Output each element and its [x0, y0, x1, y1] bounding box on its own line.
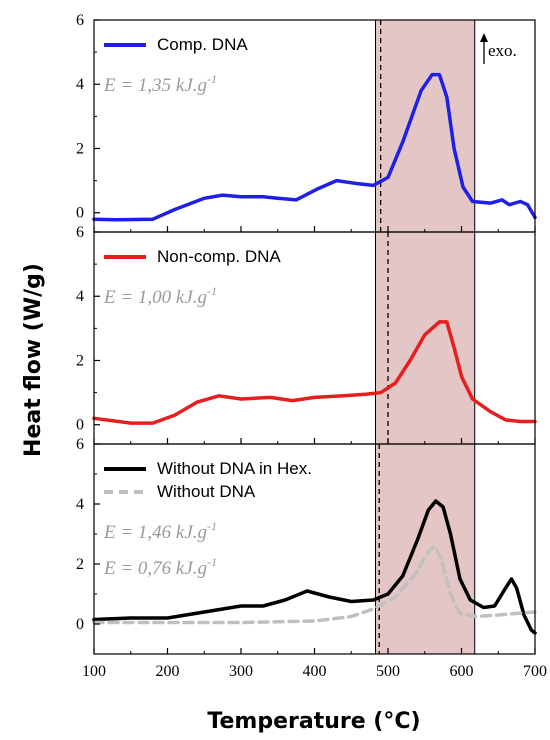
- energy-label: E = 0,76 kJ.g-1: [103, 555, 217, 579]
- energy-value: E = 1,35 kJ.g: [103, 75, 207, 96]
- y-tick-label: 6: [76, 436, 84, 453]
- energy-exponent: -1: [207, 555, 217, 569]
- x-tick-label: 600: [450, 663, 474, 680]
- panel-top: 0 2 4 6 Comp. DNA E = 1,35 kJ.g-1 exo.: [76, 12, 537, 233]
- y-tick-label: 2: [76, 140, 84, 157]
- series-line: [92, 544, 537, 625]
- y-tick-label: 6: [76, 12, 84, 29]
- x-axis-title: Temperature (°C): [207, 709, 420, 734]
- legend-label: Comp. DNA: [157, 35, 248, 54]
- energy-exponent: -1: [207, 519, 217, 533]
- panel-bottom: 0 2 4 6 Without DNA in Hex. Without DNA E = 1,…: [76, 436, 537, 655]
- exo-label: exo.: [488, 41, 517, 60]
- y-tick-label: 4: [76, 496, 84, 513]
- x-tick-label: 300: [229, 663, 253, 680]
- energy-label: E = 1,46 kJ.g-1: [103, 519, 217, 543]
- y-tick-label: 2: [76, 352, 84, 369]
- energy-value: E = 0,76 kJ.g: [103, 558, 207, 579]
- series-line: [92, 320, 537, 425]
- energy-label: E = 1,35 kJ.g-1: [103, 72, 217, 96]
- legend-label: Non-comp. DNA: [157, 247, 281, 266]
- series-line: [92, 72, 537, 222]
- y-tick-label: 0: [76, 616, 84, 633]
- y-tick-label: 4: [76, 76, 84, 93]
- legend-label: Without DNA in Hex.: [157, 459, 312, 478]
- energy-exponent: -1: [207, 72, 217, 86]
- energy-value: E = 1,00 kJ.g: [103, 287, 207, 308]
- x-tick-label: 200: [156, 663, 180, 680]
- x-tick-label: 400: [303, 663, 327, 680]
- x-tick-label: 500: [376, 663, 400, 680]
- exo-arrow-head: [480, 33, 488, 42]
- y-tick-label: 0: [76, 205, 84, 222]
- series-line: [92, 499, 537, 635]
- legend-label: Without DNA: [157, 482, 256, 501]
- energy-value: E = 1,46 kJ.g: [103, 522, 207, 543]
- y-tick-label: 2: [76, 556, 84, 573]
- energy-exponent: -1: [207, 284, 217, 298]
- energy-label: E = 1,00 kJ.g-1: [103, 284, 217, 308]
- y-axis-title: Heat flow (W/g): [21, 263, 46, 457]
- x-tick-label: 100: [82, 663, 106, 680]
- y-tick-label: 6: [76, 224, 84, 241]
- panel-middle: 0 2 4 6 Non-comp. DNA E = 1,00 kJ.g-1: [76, 224, 537, 445]
- y-tick-label: 0: [76, 417, 84, 434]
- x-tick-label: 700: [523, 663, 547, 680]
- y-tick-label: 4: [76, 288, 84, 305]
